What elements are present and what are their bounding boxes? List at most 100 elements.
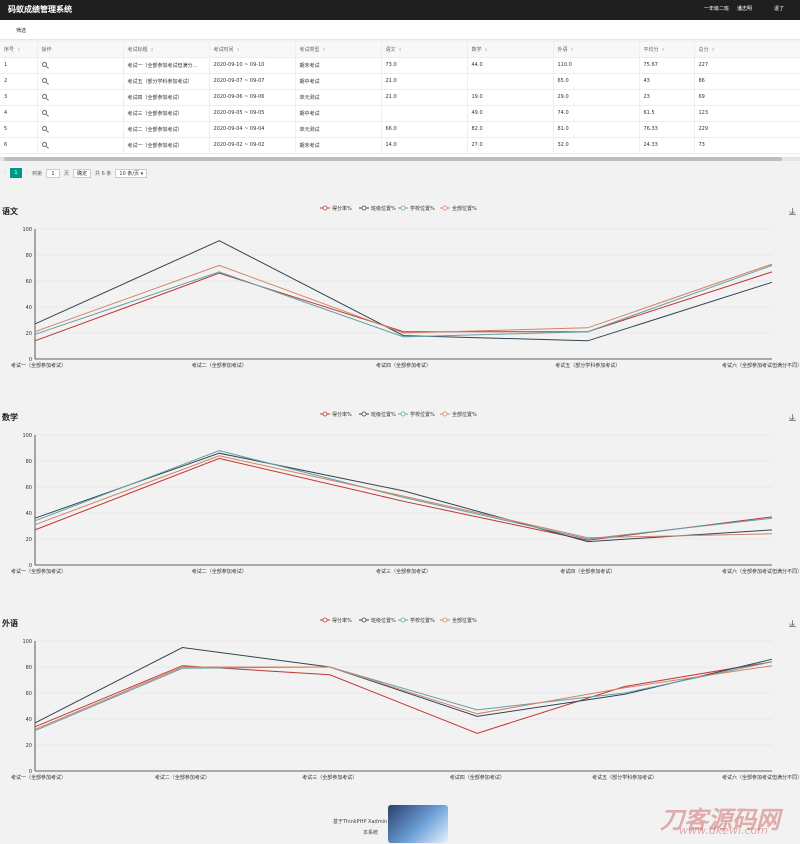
sort-icon[interactable]: ⇕ bbox=[570, 46, 574, 52]
sort-icon[interactable]: ⇕ bbox=[322, 46, 326, 52]
legend-label: 全部位置% bbox=[452, 411, 477, 418]
legend-marker bbox=[442, 205, 448, 211]
sort-icon[interactable]: ⇕ bbox=[236, 46, 240, 52]
column-header[interactable]: 外语 ⇕ bbox=[553, 42, 640, 58]
table-cell[interactable] bbox=[37, 137, 124, 154]
y-tick-label: 100 bbox=[22, 227, 32, 233]
legend-marker bbox=[400, 617, 406, 623]
table-cell: 单元测试 bbox=[295, 121, 382, 138]
download-icon[interactable] bbox=[789, 414, 796, 421]
page-unit: 页 bbox=[64, 170, 70, 177]
table-cell[interactable] bbox=[37, 73, 124, 90]
sort-icon[interactable]: ⇕ bbox=[484, 46, 488, 52]
total-count: 共 6 条 bbox=[95, 170, 112, 177]
goto-page-input[interactable]: 1 bbox=[46, 168, 61, 178]
chart-title: 外语 bbox=[2, 619, 18, 628]
scrollbar-thumb[interactable] bbox=[4, 157, 782, 161]
table-header-row: 序号 ⇕ 操作 考试标题 ⇕ 考试时间 ⇕ 考试类型 ⇕ 语文 ⇕ 数学 ⇕ 外语 ⇕ 平均分 ⇕ 总分 ⇕ bbox=[0, 42, 800, 58]
table-cell: 65.0 bbox=[553, 73, 640, 90]
legend-item[interactable]: 得分率% bbox=[320, 205, 352, 212]
legend-item[interactable]: 全部位置% bbox=[440, 205, 477, 212]
per-page-select[interactable]: 10 条/页 ▾ bbox=[115, 168, 148, 178]
table-cell[interactable] bbox=[37, 89, 124, 106]
column-header[interactable]: 操作 bbox=[37, 42, 124, 58]
legend-marker bbox=[400, 411, 406, 417]
table-cell[interactable] bbox=[37, 121, 124, 138]
table-cell: 2 bbox=[0, 73, 38, 90]
chart-panel: 外语 得分率% 班级位置% 学校位置% 全部位置% 0 20 40 60 80 100 考试一（全部参… bbox=[0, 612, 800, 802]
user-name[interactable]: 潘志明 bbox=[736, 6, 752, 12]
sort-icon[interactable]: ⇕ bbox=[17, 46, 21, 52]
sort-icon[interactable]: ⇕ bbox=[711, 46, 715, 52]
table-cell: 73.0 bbox=[381, 57, 468, 74]
search-icon[interactable] bbox=[41, 141, 47, 147]
pagination: ‹ 1 › 到第 1 页 确定 共 6 条 10 条/页 ▾ bbox=[4, 167, 148, 179]
column-header-label: 序号 bbox=[4, 46, 15, 53]
column-header-label: 数学 bbox=[471, 46, 482, 53]
column-header[interactable]: 考试时间 ⇕ bbox=[209, 42, 296, 58]
footer-illustration bbox=[388, 805, 448, 843]
legend-item[interactable]: 全部位置% bbox=[440, 617, 477, 624]
table-cell[interactable] bbox=[37, 105, 124, 122]
horizontal-scrollbar[interactable] bbox=[0, 157, 800, 161]
search-icon[interactable] bbox=[41, 93, 47, 99]
legend-item[interactable]: 班级位置% bbox=[359, 205, 396, 212]
legend-label: 学校位置% bbox=[410, 617, 435, 624]
table-cell: 2020-09-04 ~ 09-04 bbox=[209, 121, 296, 138]
legend-label: 全部位置% bbox=[452, 617, 477, 624]
legend-label: 班级位置% bbox=[371, 411, 396, 418]
user-class[interactable]: 一年级二班 bbox=[703, 6, 729, 12]
legend-item[interactable]: 班级位置% bbox=[359, 617, 396, 624]
legend-label: 得分率% bbox=[332, 205, 352, 212]
table-row: 2 考试五（部分学科参加考试） 2020-09-07 ~ 09-07 期中考试 21.0… bbox=[0, 73, 800, 90]
legend-item[interactable]: 得分率% bbox=[320, 617, 352, 624]
line-chart: 得分率% 班级位置% 学校位置% 全部位置% 0 20 40 60 80 100 考试一（全部参加考… bbox=[11, 617, 800, 781]
legend-item[interactable]: 得分率% bbox=[320, 411, 352, 418]
table-cell bbox=[381, 105, 468, 122]
search-icon[interactable] bbox=[41, 77, 47, 83]
column-header[interactable]: 考试标题 ⇕ bbox=[123, 42, 210, 58]
sort-icon[interactable]: ⇕ bbox=[398, 46, 402, 52]
table-cell[interactable] bbox=[37, 57, 124, 74]
column-header-label: 考试类型 bbox=[299, 46, 320, 53]
x-tick-label: 考试五（部分学科参加考试） bbox=[592, 774, 657, 781]
sort-icon[interactable]: ⇕ bbox=[150, 46, 154, 52]
goto-confirm-button[interactable]: 确定 bbox=[73, 168, 92, 178]
column-header[interactable]: 数学 ⇕ bbox=[467, 42, 554, 58]
current-page[interactable]: 1 bbox=[10, 168, 22, 178]
table-cell: 21.0 bbox=[381, 73, 468, 90]
column-header[interactable]: 序号 ⇕ bbox=[0, 42, 38, 58]
prev-page-icon[interactable]: ‹ bbox=[4, 170, 6, 176]
legend-item[interactable]: 学校位置% bbox=[398, 205, 435, 212]
logout-link[interactable]: 退了 bbox=[773, 6, 784, 12]
y-tick-label: 0 bbox=[29, 769, 32, 775]
table-cell: 32.0 bbox=[553, 137, 640, 154]
table-cell: 43 bbox=[639, 73, 695, 90]
column-header[interactable]: 语文 ⇕ bbox=[381, 42, 468, 58]
y-tick-label: 80 bbox=[26, 253, 32, 259]
search-icon[interactable] bbox=[41, 61, 47, 67]
legend-label: 班级位置% bbox=[371, 205, 396, 212]
legend-item[interactable]: 学校位置% bbox=[398, 617, 435, 624]
x-tick-label: 考试三（全部参加考试） bbox=[302, 774, 357, 781]
filter-tab[interactable]: 筛选 bbox=[16, 28, 27, 34]
search-icon[interactable] bbox=[41, 125, 47, 131]
sort-icon[interactable]: ⇕ bbox=[661, 46, 665, 52]
table-cell: 4 bbox=[0, 105, 38, 122]
table-cell: 考试一（全部参加考试） bbox=[123, 137, 210, 154]
series-line bbox=[34, 646, 773, 724]
download-icon[interactable] bbox=[789, 208, 796, 215]
legend-item[interactable]: 班级位置% bbox=[359, 411, 396, 418]
table-cell: 49.0 bbox=[467, 105, 554, 122]
column-header[interactable]: 考试类型 ⇕ bbox=[295, 42, 382, 58]
table-cell: 6 bbox=[0, 137, 38, 154]
search-icon[interactable] bbox=[41, 109, 47, 115]
y-tick-label: 20 bbox=[26, 537, 32, 543]
next-page-icon[interactable]: › bbox=[26, 170, 28, 176]
download-icon[interactable] bbox=[789, 620, 796, 627]
table-cell: 76.33 bbox=[639, 121, 695, 138]
column-header[interactable]: 总分 ⇕ bbox=[694, 42, 800, 58]
legend-item[interactable]: 全部位置% bbox=[440, 411, 477, 418]
column-header[interactable]: 平均分 ⇕ bbox=[639, 42, 695, 58]
legend-item[interactable]: 学校位置% bbox=[398, 411, 435, 418]
